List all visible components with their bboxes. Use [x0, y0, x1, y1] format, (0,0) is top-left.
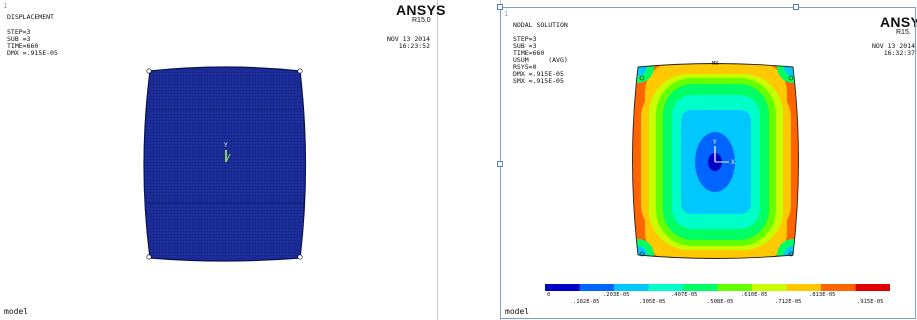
displacement-plot-panel[interactable]: 1 DISPLACEMENT STEP=3 SUB =3 TIME=660 DM… — [0, 0, 445, 320]
element-mesh-lines — [144, 67, 306, 261]
plot-date: NOV 13 2014 — [386, 35, 430, 43]
legend-swatch — [855, 284, 890, 291]
smx-label: SMX =.915E-05 — [513, 77, 564, 85]
contour-bands — [632, 63, 799, 259]
dmx-label: DMX =.915E-05 — [7, 49, 58, 57]
contour-legend-bar — [545, 284, 890, 291]
legend-swatch — [821, 284, 856, 291]
plot-date: NOV 13 2014 — [871, 42, 915, 50]
legend-value: .508E-05 — [707, 299, 734, 305]
legend-value: .915E-05 — [857, 299, 884, 305]
time-label: TIME=660 — [7, 42, 39, 50]
sub-label: SUB =3 — [513, 42, 537, 50]
mesh-plot: Y — [143, 66, 307, 262]
sub-label: SUB =3 — [7, 35, 31, 43]
legend-swatch — [717, 284, 752, 291]
window-number-label: 1 — [3, 2, 8, 10]
triad-z-axis — [225, 153, 231, 163]
rsys-label: RSYS=0 — [513, 63, 537, 71]
plot-time: 16:23:52 — [398, 42, 430, 50]
legend-swatch — [614, 284, 649, 291]
corner-node — [297, 68, 303, 74]
legend-swatch — [545, 284, 580, 291]
plot-title: NODAL SOLUTION — [513, 21, 568, 29]
legend-swatch — [683, 284, 718, 291]
window-number-label: 1 — [504, 10, 509, 18]
triad-y-label: Y — [713, 139, 717, 146]
dmx-label: DMX =.915E-05 — [513, 70, 564, 78]
resize-handle[interactable] — [497, 4, 503, 10]
nodal-solution-plot-panel[interactable]: 1 NODAL SOLUTION STEP=3 SUB =3 TIME=660 … — [500, 0, 917, 320]
model-label: model — [4, 307, 29, 316]
ansys-logo: ANSYS — [880, 14, 917, 30]
plot-time: 16:32:37 — [883, 49, 915, 57]
corner-node — [788, 251, 794, 257]
ansys-logo: ANSYS — [396, 2, 446, 18]
legend-value: .813E-05 — [809, 292, 836, 298]
legend-value: .102E-05 — [573, 299, 600, 305]
time-label: TIME=660 — [513, 49, 545, 57]
legend-value: .610E-05 — [741, 292, 768, 298]
corner-node — [639, 75, 645, 81]
legend-value: 0 — [547, 292, 551, 298]
triad-x-label: X — [731, 159, 735, 166]
step-label: STEP=3 — [7, 28, 31, 36]
legend-swatch — [786, 284, 821, 291]
corner-node — [146, 254, 152, 260]
triad-y-label: Y — [224, 142, 228, 149]
contour-plot: MX Y X — [545, 61, 890, 291]
max-marker-label: MX — [712, 61, 719, 67]
legend-swatch — [648, 284, 683, 291]
corner-node — [146, 68, 152, 74]
corner-node — [788, 75, 794, 81]
step-label: STEP=3 — [513, 35, 537, 43]
legend-value: .407E-05 — [671, 292, 698, 298]
model-label: model — [505, 307, 530, 316]
legend-value: .305E-05 — [639, 299, 666, 305]
corner-node — [639, 251, 645, 257]
legend-value: .203E-05 — [603, 292, 630, 298]
corner-node — [297, 254, 303, 260]
legend-swatch — [752, 284, 787, 291]
version-label: R15. — [896, 29, 911, 36]
resize-handle[interactable] — [793, 4, 799, 10]
legend-value: .712E-05 — [775, 299, 802, 305]
image-selection-frame[interactable] — [500, 7, 916, 319]
legend-swatch — [579, 284, 614, 291]
usum-label: USUM (AVG) — [513, 56, 568, 64]
resize-handle[interactable] — [497, 161, 503, 167]
plot-title: DISPLACEMENT — [7, 13, 54, 21]
version-label: R15.0 — [412, 17, 431, 24]
